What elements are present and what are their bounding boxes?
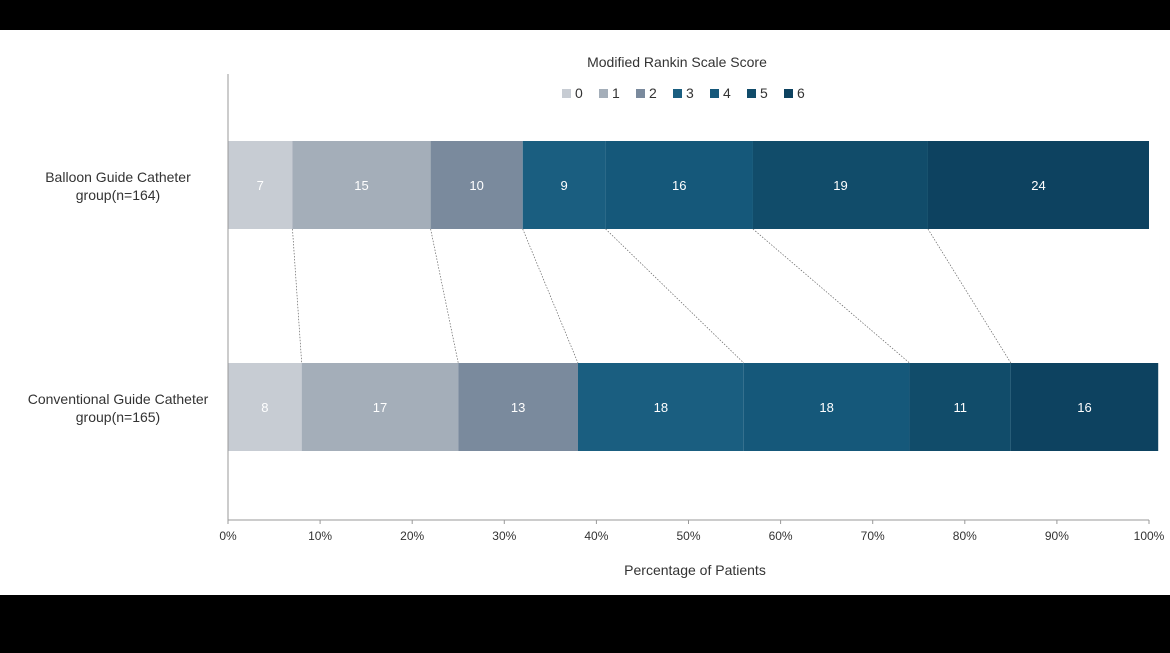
- connector-line-3: [605, 228, 745, 364]
- bars: 7 15 10 9 16 19 24 8 17 13 18 18 11 16: [228, 141, 1159, 451]
- x-tick-label-7: 70%: [861, 529, 885, 543]
- data-label-0-1: 15: [354, 178, 368, 193]
- legend-swatch-1: [599, 89, 608, 98]
- legend-swatch-2: [636, 89, 645, 98]
- connector-line-1: [430, 228, 459, 364]
- data-label-1-1: 17: [373, 400, 387, 415]
- connector-line-0: [292, 228, 303, 364]
- legend-label-1: 1: [612, 85, 620, 101]
- data-label-0-0: 7: [257, 178, 264, 193]
- data-label-1-2: 13: [511, 400, 525, 415]
- data-label-1-5: 11: [953, 400, 967, 415]
- connector-line-4: [752, 228, 910, 364]
- x-axis-label: Percentage of Patients: [624, 562, 766, 578]
- bar-segment-0-4: [605, 141, 753, 229]
- category-label-1: Conventional Guide Catheter group(n=165): [28, 391, 209, 425]
- connector-lines: [292, 228, 1012, 364]
- y-axis: Balloon Guide Catheter group(n=164) Conven…: [28, 74, 229, 520]
- bar-segment-1-0: [228, 363, 302, 451]
- data-label-0-4: 16: [672, 178, 686, 193]
- chart-panel: Modified Rankin Scale Score 0 1 2 3 4 5 6 7 15 1…: [0, 30, 1170, 595]
- bar-segment-1-6: [1010, 363, 1159, 451]
- connector-line-2: [522, 228, 579, 364]
- data-label-0-5: 19: [833, 178, 847, 193]
- x-tick-label-1: 10%: [308, 529, 332, 543]
- data-label-0-6: 24: [1031, 178, 1045, 193]
- category-label-0: Balloon Guide Catheter group(n=164): [45, 169, 191, 203]
- bar-segment-1-5: [909, 363, 1011, 451]
- legend-swatch-4: [710, 89, 719, 98]
- bar-segment-0-6: [927, 141, 1149, 229]
- legend-swatch-6: [784, 89, 793, 98]
- connector-line-5: [927, 228, 1012, 364]
- legend-swatch-0: [562, 89, 571, 98]
- bar-segment-1-2: [458, 363, 578, 451]
- chart-title: Modified Rankin Scale Score: [587, 54, 767, 70]
- x-tick-label-4: 40%: [584, 529, 608, 543]
- x-tick-label-6: 60%: [769, 529, 793, 543]
- x-tick-label-0: 0%: [219, 529, 237, 543]
- x-axis: 0% 10% 20% 30% 40% 50% 60% 70% 80% 90% 100%: [219, 519, 1165, 543]
- x-tick-label-3: 30%: [492, 529, 516, 543]
- x-tick-label-10: 100%: [1134, 529, 1165, 543]
- stacked-bar-chart: Modified Rankin Scale Score 0 1 2 3 4 5 6 7 15 1…: [28, 54, 1165, 578]
- bar-segment-1-4: [743, 363, 910, 451]
- legend-swatch-3: [673, 89, 682, 98]
- x-tick-label-9: 90%: [1045, 529, 1069, 543]
- legend-label-4: 4: [723, 85, 731, 101]
- x-tick-label-2: 20%: [400, 529, 424, 543]
- x-tick-label-5: 50%: [676, 529, 700, 543]
- legend-label-3: 3: [686, 85, 694, 101]
- legend-label-0: 0: [575, 85, 583, 101]
- legend-swatch-5: [747, 89, 756, 98]
- bar-segment-0-0: [228, 141, 293, 229]
- data-label-0-3: 9: [561, 178, 568, 193]
- data-label-1-3: 18: [654, 400, 668, 415]
- data-label-1-4: 18: [819, 400, 833, 415]
- bar-segment-0-1: [292, 141, 431, 229]
- data-label-1-6: 16: [1077, 400, 1091, 415]
- x-tick-label-8: 80%: [953, 529, 977, 543]
- legend-label-6: 6: [797, 85, 805, 101]
- legend-label-5: 5: [760, 85, 768, 101]
- bar-segment-0-3: [522, 141, 606, 229]
- bar-segment-1-1: [301, 363, 459, 451]
- legend: 0 1 2 3 4 5 6: [562, 85, 805, 101]
- bar-segment-1-3: [577, 363, 744, 451]
- legend-label-2: 2: [649, 85, 657, 101]
- data-label-0-2: 10: [469, 178, 483, 193]
- bar-segment-0-5: [752, 141, 928, 229]
- bar-segment-0-2: [430, 141, 523, 229]
- data-label-1-0: 8: [261, 400, 268, 415]
